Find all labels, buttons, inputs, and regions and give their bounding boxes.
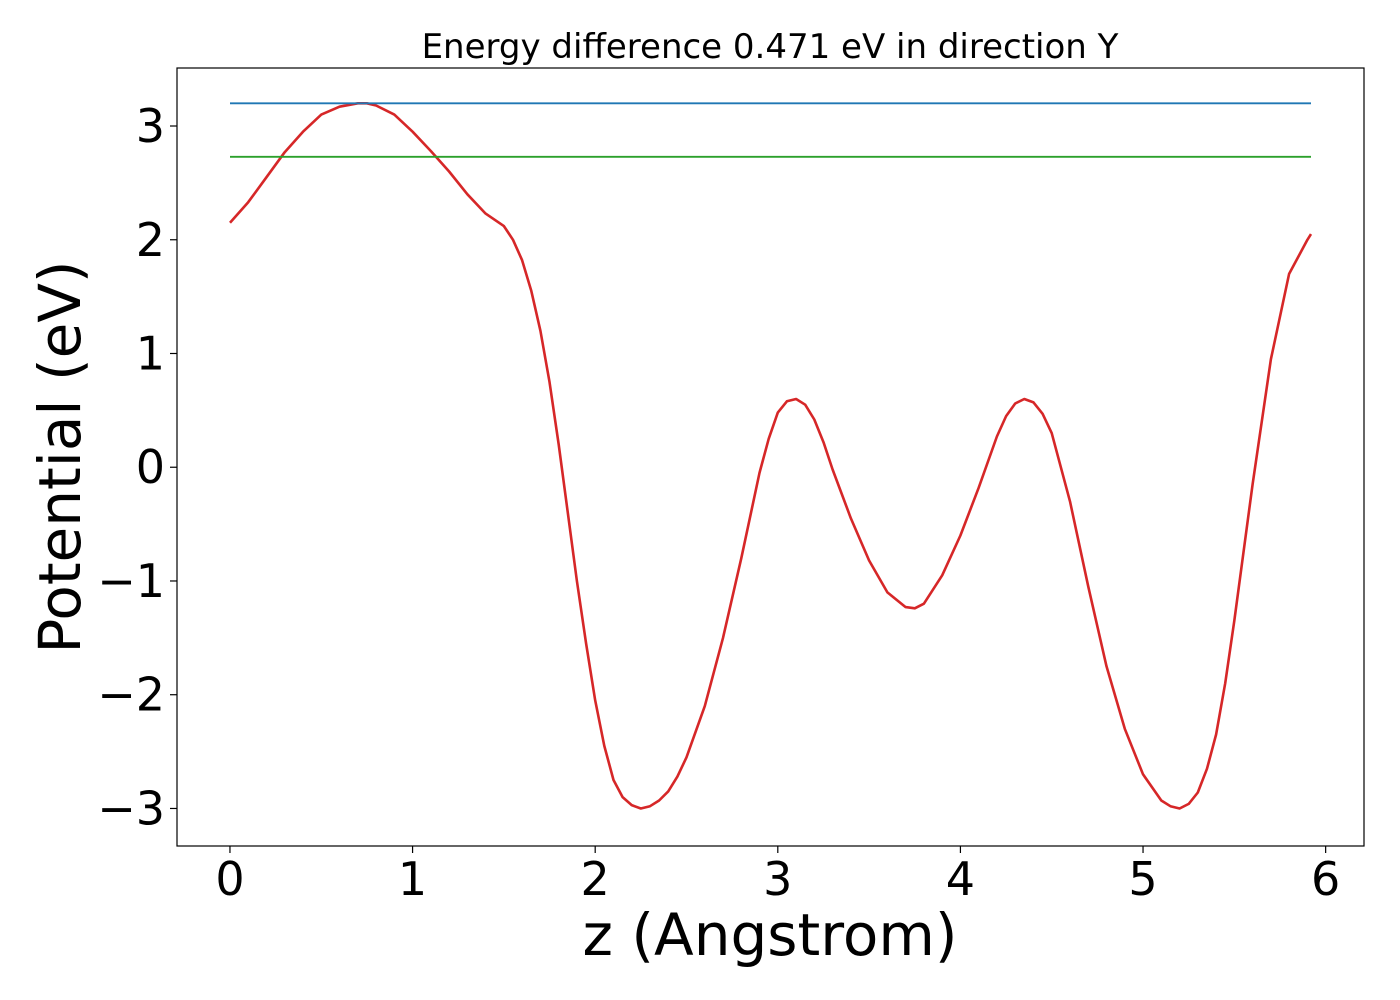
x-tick-label: 3: [763, 852, 792, 906]
plot-frame: [176, 67, 1365, 847]
plot-area: [229, 102, 1313, 810]
y-tick-label: −1: [97, 554, 165, 608]
x-tick-label: 2: [581, 852, 610, 906]
y-tick-label: 1: [136, 326, 165, 380]
x-axis-ticks: 0 1 2 3 4 5 6: [215, 846, 1340, 906]
series-line-0: [229, 102, 1313, 810]
x-tick-label: 6: [1311, 852, 1340, 906]
y-axis-ticks: −3 −2 −1 0 1 2 3: [97, 99, 177, 835]
y-axis-label: Potential (eV): [26, 260, 94, 653]
y-tick-label: −3: [97, 781, 165, 835]
y-tick-label: 0: [136, 440, 165, 494]
x-axis-label: z (Angstrom): [583, 901, 958, 969]
x-tick-label: 5: [1128, 852, 1157, 906]
y-tick-label: −2: [97, 668, 165, 722]
chart-title: Energy difference 0.471 eV in direction …: [422, 27, 1119, 67]
x-tick-label: 4: [946, 852, 975, 906]
x-tick-label: 1: [398, 852, 427, 906]
x-tick-label: 0: [215, 852, 244, 906]
y-tick-label: 3: [136, 99, 165, 153]
y-tick-label: 2: [136, 213, 165, 267]
